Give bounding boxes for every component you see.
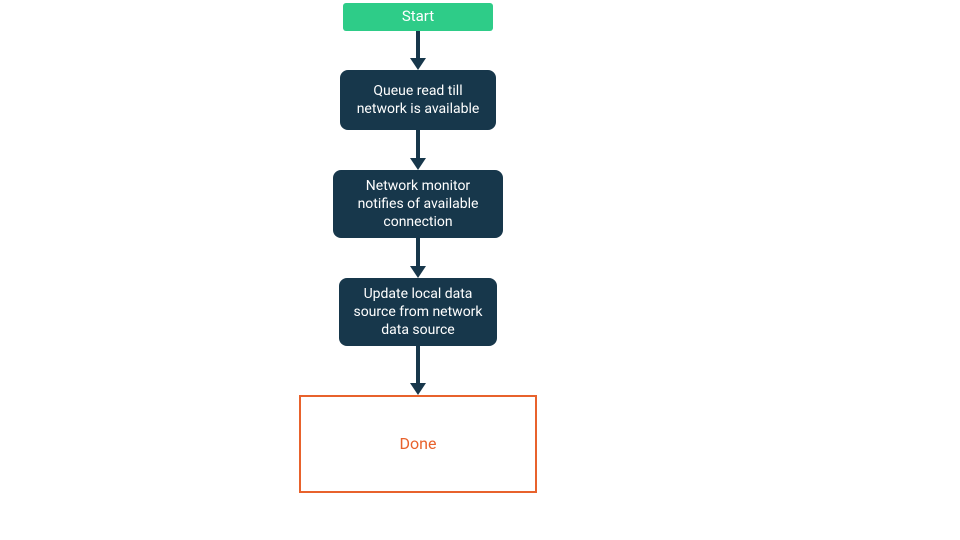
node-queue-label: Queue read till network is available: [350, 82, 486, 118]
node-monitor: Network monitor notifies of available co…: [333, 170, 503, 238]
node-monitor-label: Network monitor notifies of available co…: [343, 177, 493, 232]
node-update-label: Update local data source from network da…: [349, 285, 487, 340]
node-queue: Queue read till network is available: [340, 70, 496, 130]
node-update: Update local data source from network da…: [339, 278, 497, 346]
flowchart-canvas: Start Queue read till network is availab…: [0, 0, 960, 540]
arrow-shaft: [416, 238, 420, 266]
node-done: Done: [299, 395, 537, 493]
arrow-head-icon: [410, 383, 426, 395]
arrow-shaft: [416, 130, 420, 158]
arrow-shaft: [416, 346, 420, 383]
node-start: Start: [343, 3, 493, 31]
arrow-head-icon: [410, 58, 426, 70]
arrow-shaft: [416, 31, 420, 58]
node-start-label: Start: [402, 7, 434, 27]
arrow-head-icon: [410, 158, 426, 170]
node-done-label: Done: [400, 434, 437, 455]
arrow-head-icon: [410, 266, 426, 278]
